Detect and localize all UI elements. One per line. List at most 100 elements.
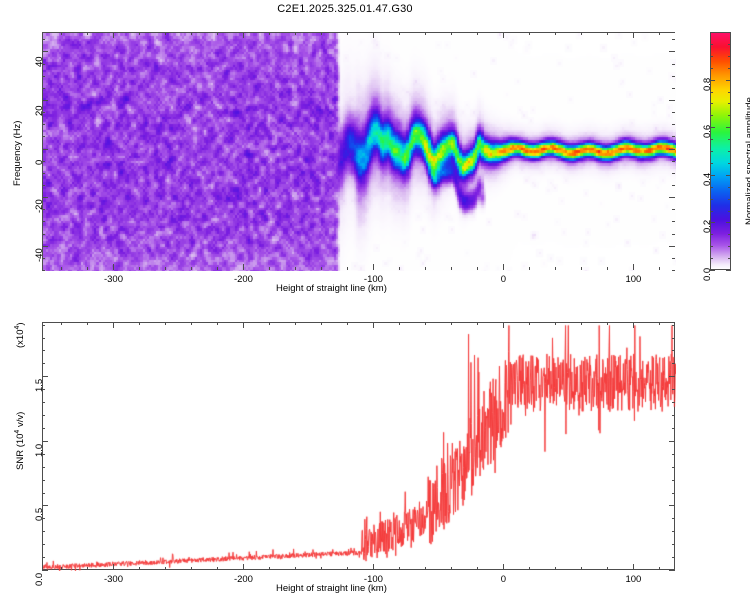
y-tick-minor xyxy=(42,270,45,271)
x-tick-minor xyxy=(477,267,479,270)
colorbar-tick-label: 0.8 xyxy=(702,77,713,91)
y-tick-minor-right xyxy=(672,427,675,429)
y-tick-minor xyxy=(42,363,45,365)
y-tick-minor xyxy=(42,160,45,162)
x-tick-major-top xyxy=(113,32,115,38)
y-tick-minor xyxy=(42,402,45,404)
y-tick-major xyxy=(42,100,48,101)
colorbar-tick-minor-right xyxy=(728,139,731,141)
x-tick-minor xyxy=(451,267,453,270)
x-tick-major xyxy=(243,264,245,270)
y-tick-minor-right xyxy=(672,453,675,455)
colorbar-tick-minor-right xyxy=(728,55,731,57)
x-tick-minor xyxy=(529,267,531,270)
y-tick-minor xyxy=(42,172,45,174)
x-tick-minor-top xyxy=(555,322,557,325)
x-tick-major xyxy=(113,564,115,570)
y-tick-major-right xyxy=(669,51,675,53)
y-tick-major-right xyxy=(669,100,675,101)
colorbar-label: Normalized spectral amplitude xyxy=(744,97,750,225)
y-tick-minor xyxy=(42,112,45,114)
y-tick-minor-right xyxy=(672,402,675,404)
colorbar-tick xyxy=(710,127,715,129)
x-tick-label: 0 xyxy=(500,574,507,585)
y-tick-major xyxy=(42,376,48,378)
y-tick-label: 0.0 xyxy=(34,572,45,586)
y-tick-major xyxy=(42,197,48,199)
y-tick-minor-right xyxy=(672,221,675,223)
y-tick-minor xyxy=(42,221,45,223)
x-tick-minor-top xyxy=(269,322,271,325)
y-tick-minor xyxy=(42,63,45,65)
x-tick-minor xyxy=(139,567,141,570)
y-tick-minor-right xyxy=(672,136,675,138)
y-tick-major-right xyxy=(669,148,675,150)
y-tick-label: 0.5 xyxy=(34,508,45,522)
y-tick-minor-right xyxy=(672,209,675,211)
x-tick-major xyxy=(373,264,375,270)
x-tick-minor-top xyxy=(61,322,63,325)
y-tick-minor-right xyxy=(672,185,675,186)
x-tick-minor xyxy=(191,567,193,570)
snr-yaxis-label: SNR (104 v/v) xyxy=(14,411,27,470)
x-tick-minor-top xyxy=(165,32,167,35)
y-tick-minor-right xyxy=(672,124,675,126)
x-tick-minor xyxy=(61,267,63,270)
x-tick-major-top xyxy=(633,322,635,328)
colorbar-tick-minor-right xyxy=(728,258,731,260)
y-tick-minor xyxy=(42,479,45,481)
x-tick-minor xyxy=(217,267,219,270)
y-tick-minor-right xyxy=(672,87,675,89)
y-tick-minor xyxy=(42,75,45,77)
y-tick-minor xyxy=(42,233,45,235)
y-tick-minor-right xyxy=(672,557,675,559)
x-tick-minor xyxy=(425,567,427,570)
x-tick-minor xyxy=(269,567,271,570)
x-tick-minor-top xyxy=(321,322,323,325)
colorbar-tick-minor xyxy=(710,103,713,105)
x-tick-minor-top xyxy=(659,322,661,325)
y-tick-minor-right xyxy=(672,544,675,546)
y-tick-minor xyxy=(42,466,45,468)
x-tick-minor xyxy=(321,267,323,270)
y-tick-minor xyxy=(42,350,45,352)
x-tick-label: -100 xyxy=(363,274,383,285)
x-tick-label: 0 xyxy=(500,274,507,285)
x-tick-major xyxy=(633,564,635,570)
x-tick-minor-top xyxy=(87,322,89,325)
x-tick-minor xyxy=(139,267,141,270)
x-tick-major xyxy=(373,564,375,570)
colorbar-tick-label: 0.6 xyxy=(702,124,713,139)
x-tick-minor xyxy=(555,567,557,570)
colorbar-tick-minor-right xyxy=(728,246,731,248)
x-tick-minor xyxy=(607,267,609,270)
y-tick-label: -40 xyxy=(34,247,45,262)
y-tick-minor-right xyxy=(672,479,675,481)
colorbar-tick-minor-right xyxy=(728,103,731,105)
colorbar-tick xyxy=(710,79,715,81)
x-tick-minor-top xyxy=(659,32,661,35)
x-tick-minor-top xyxy=(217,322,219,325)
x-tick-minor-top xyxy=(607,32,609,35)
x-tick-minor-top xyxy=(347,32,349,35)
y-tick-major xyxy=(42,245,48,247)
spectrogram-image xyxy=(43,33,676,271)
y-tick-major xyxy=(42,505,48,507)
x-tick-minor xyxy=(217,567,219,570)
y-tick-major xyxy=(42,440,48,442)
x-tick-major xyxy=(113,264,115,270)
colorbar-tick-minor xyxy=(710,91,713,93)
y-tick-major-right xyxy=(669,376,675,378)
y-tick-major-right xyxy=(669,440,675,442)
x-tick-minor xyxy=(295,567,297,570)
y-tick-minor-right xyxy=(672,75,675,77)
x-tick-major-top xyxy=(503,32,505,38)
y-tick-minor-right xyxy=(672,233,675,235)
x-tick-minor xyxy=(555,267,557,270)
colorbar-tick xyxy=(710,174,715,176)
y-tick-minor-right xyxy=(672,466,675,468)
x-tick-minor-top xyxy=(451,32,453,35)
colorbar-tick-minor xyxy=(710,151,713,152)
colorbar-tick-minor xyxy=(710,198,713,200)
x-tick-minor xyxy=(191,267,193,270)
